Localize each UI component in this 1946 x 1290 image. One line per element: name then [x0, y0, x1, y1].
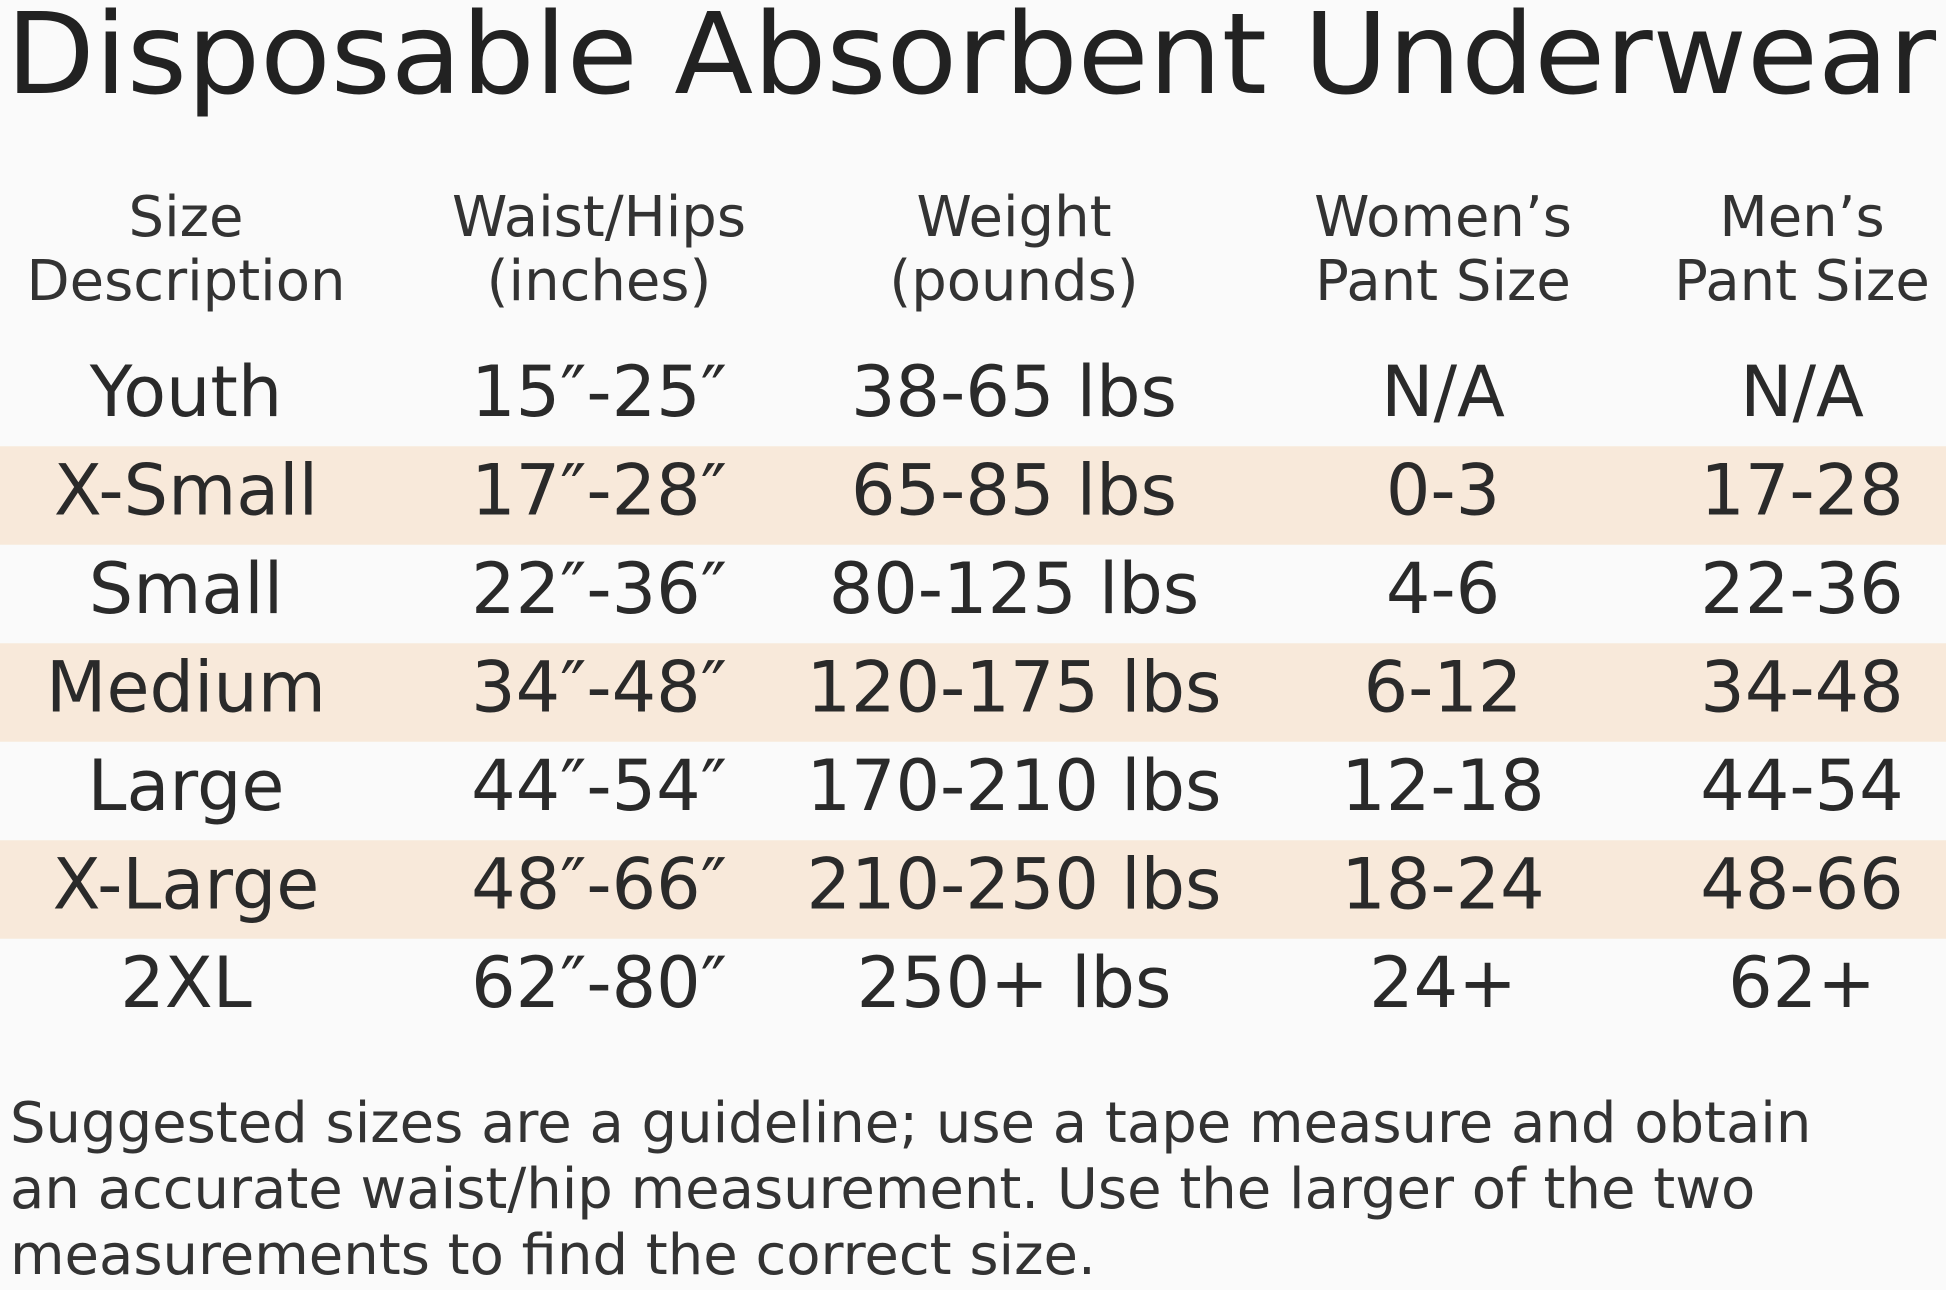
cell: 44-54: [1700, 745, 1903, 827]
cell: N/A: [1381, 351, 1505, 433]
cell: 15″-25″: [471, 351, 727, 433]
cell: X-Small: [54, 450, 318, 532]
cell: 18-24: [1341, 844, 1544, 926]
column-header: (pounds): [889, 249, 1138, 314]
cell: 17-28: [1700, 450, 1903, 532]
column-header: Size: [129, 185, 244, 250]
column-header: Men’s: [1719, 185, 1884, 250]
cell: 22-36: [1700, 548, 1903, 630]
cell: 12-18: [1341, 745, 1544, 827]
cell: 62″-80″: [471, 942, 727, 1024]
cell: 4-6: [1386, 548, 1500, 630]
cell: 120-175 lbs: [806, 647, 1221, 729]
column-header: Women’s: [1314, 185, 1572, 250]
cell: 170-210 lbs: [806, 745, 1221, 827]
cell: 34-48: [1700, 647, 1903, 729]
cell: 210-250 lbs: [806, 844, 1221, 926]
cell: Large: [88, 745, 285, 827]
cell: 250+ lbs: [857, 942, 1172, 1024]
column-header: Pant Size: [1315, 249, 1571, 314]
cell: 2XL: [120, 942, 252, 1024]
cell: 22″-36″: [471, 548, 727, 630]
row-highlight: [0, 840, 1946, 939]
cell: X-Large: [53, 844, 320, 926]
cell: Medium: [46, 647, 326, 729]
cell: 65-85 lbs: [851, 450, 1177, 532]
cell: 17″-28″: [471, 450, 727, 532]
cell: 0-3: [1386, 450, 1500, 532]
cell: 38-65 lbs: [851, 351, 1177, 433]
row-highlight: [0, 643, 1946, 742]
column-header: Description: [27, 249, 346, 314]
column-header: (inches): [487, 249, 712, 314]
footnote: Suggested sizes are a guideline; use a t…: [10, 1091, 1811, 1156]
cell: 24+: [1369, 942, 1517, 1024]
column-header: Weight: [916, 185, 1111, 250]
cell: 44″-54″: [471, 745, 727, 827]
cell: 80-125 lbs: [829, 548, 1200, 630]
cell: 6-12: [1364, 647, 1523, 729]
cell: Small: [89, 548, 283, 630]
row-highlight: [0, 446, 1946, 545]
footnote: measurements to find the correct size.: [10, 1223, 1096, 1288]
cell: 62+: [1728, 942, 1876, 1024]
cell: 48-66: [1700, 844, 1903, 926]
title: Disposable Absorbent Underwear: [6, 0, 1937, 120]
cell: 48″-66″: [471, 844, 727, 926]
column-header: Pant Size: [1674, 249, 1930, 314]
footnote: an accurate waist/hip measurement. Use t…: [10, 1157, 1755, 1222]
cell: 34″-48″: [471, 647, 727, 729]
cell: Youth: [89, 351, 282, 433]
cell: N/A: [1740, 351, 1864, 433]
column-header: Waist/Hips: [452, 185, 746, 250]
